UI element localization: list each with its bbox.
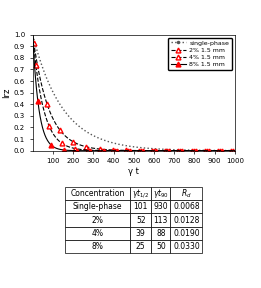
single-phase xyxy=(124,144,127,147)
Legend: single-phase, 2% 1.5 mm, 4% 1.5 mm, 8% 1.5 mm: single-phase, 2% 1.5 mm, 4% 1.5 mm, 8% 1… xyxy=(168,38,232,70)
single-phase xyxy=(228,149,231,152)
X-axis label: γ t: γ t xyxy=(128,167,139,176)
single-phase xyxy=(190,148,193,152)
Y-axis label: Irz: Irz xyxy=(2,88,11,98)
single-phase xyxy=(129,145,133,148)
Line: single-phase: single-phase xyxy=(33,35,235,151)
single-phase xyxy=(31,34,34,37)
single-phase xyxy=(41,67,45,71)
single-phase xyxy=(227,149,230,152)
single-phase xyxy=(233,149,236,152)
